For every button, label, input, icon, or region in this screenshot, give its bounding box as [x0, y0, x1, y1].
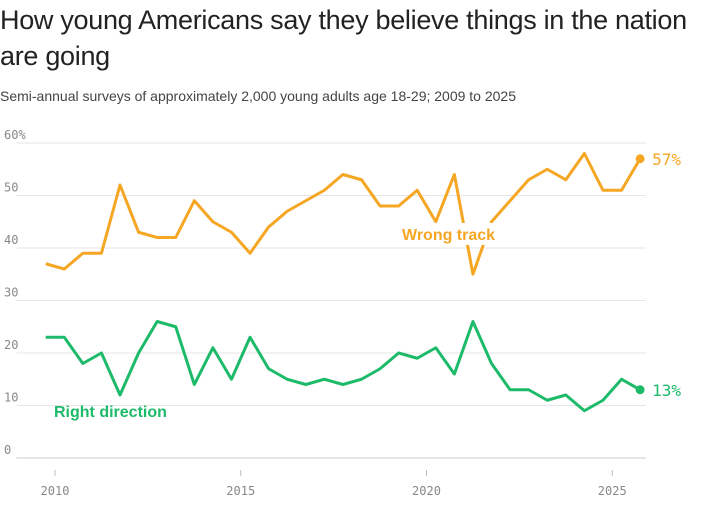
series-label-right-direction: Right direction [54, 404, 167, 421]
chart-title: How young Americans say they believe thi… [0, 5, 687, 71]
end-value-label: 13% [652, 381, 681, 400]
series-label-wrong-track: Wrong track [402, 227, 495, 244]
end-point [635, 385, 645, 395]
y-tick-label: 0 [4, 443, 11, 457]
y-tick-label: 40 [4, 233, 18, 247]
end-value-label: 57% [652, 150, 681, 169]
x-tick-label: 2010 [41, 484, 70, 498]
label-background [398, 223, 506, 245]
y-tick-label: 30 [4, 286, 18, 300]
y-tick-label: 50 [4, 181, 18, 195]
end-point [635, 154, 645, 164]
series-line-right-direction [45, 320, 641, 413]
x-tick-label: 2020 [412, 484, 441, 498]
y-tick-label: 20 [4, 338, 18, 352]
y-tick-label: 10 [4, 391, 18, 405]
y-tick-label: 60% [4, 128, 26, 142]
x-tick-label: 2015 [226, 484, 255, 498]
chart-subtitle: Semi-annual surveys of approximately 2,0… [0, 88, 517, 104]
series-line-wrong-track [45, 152, 642, 276]
x-tick-label: 2025 [598, 484, 627, 498]
